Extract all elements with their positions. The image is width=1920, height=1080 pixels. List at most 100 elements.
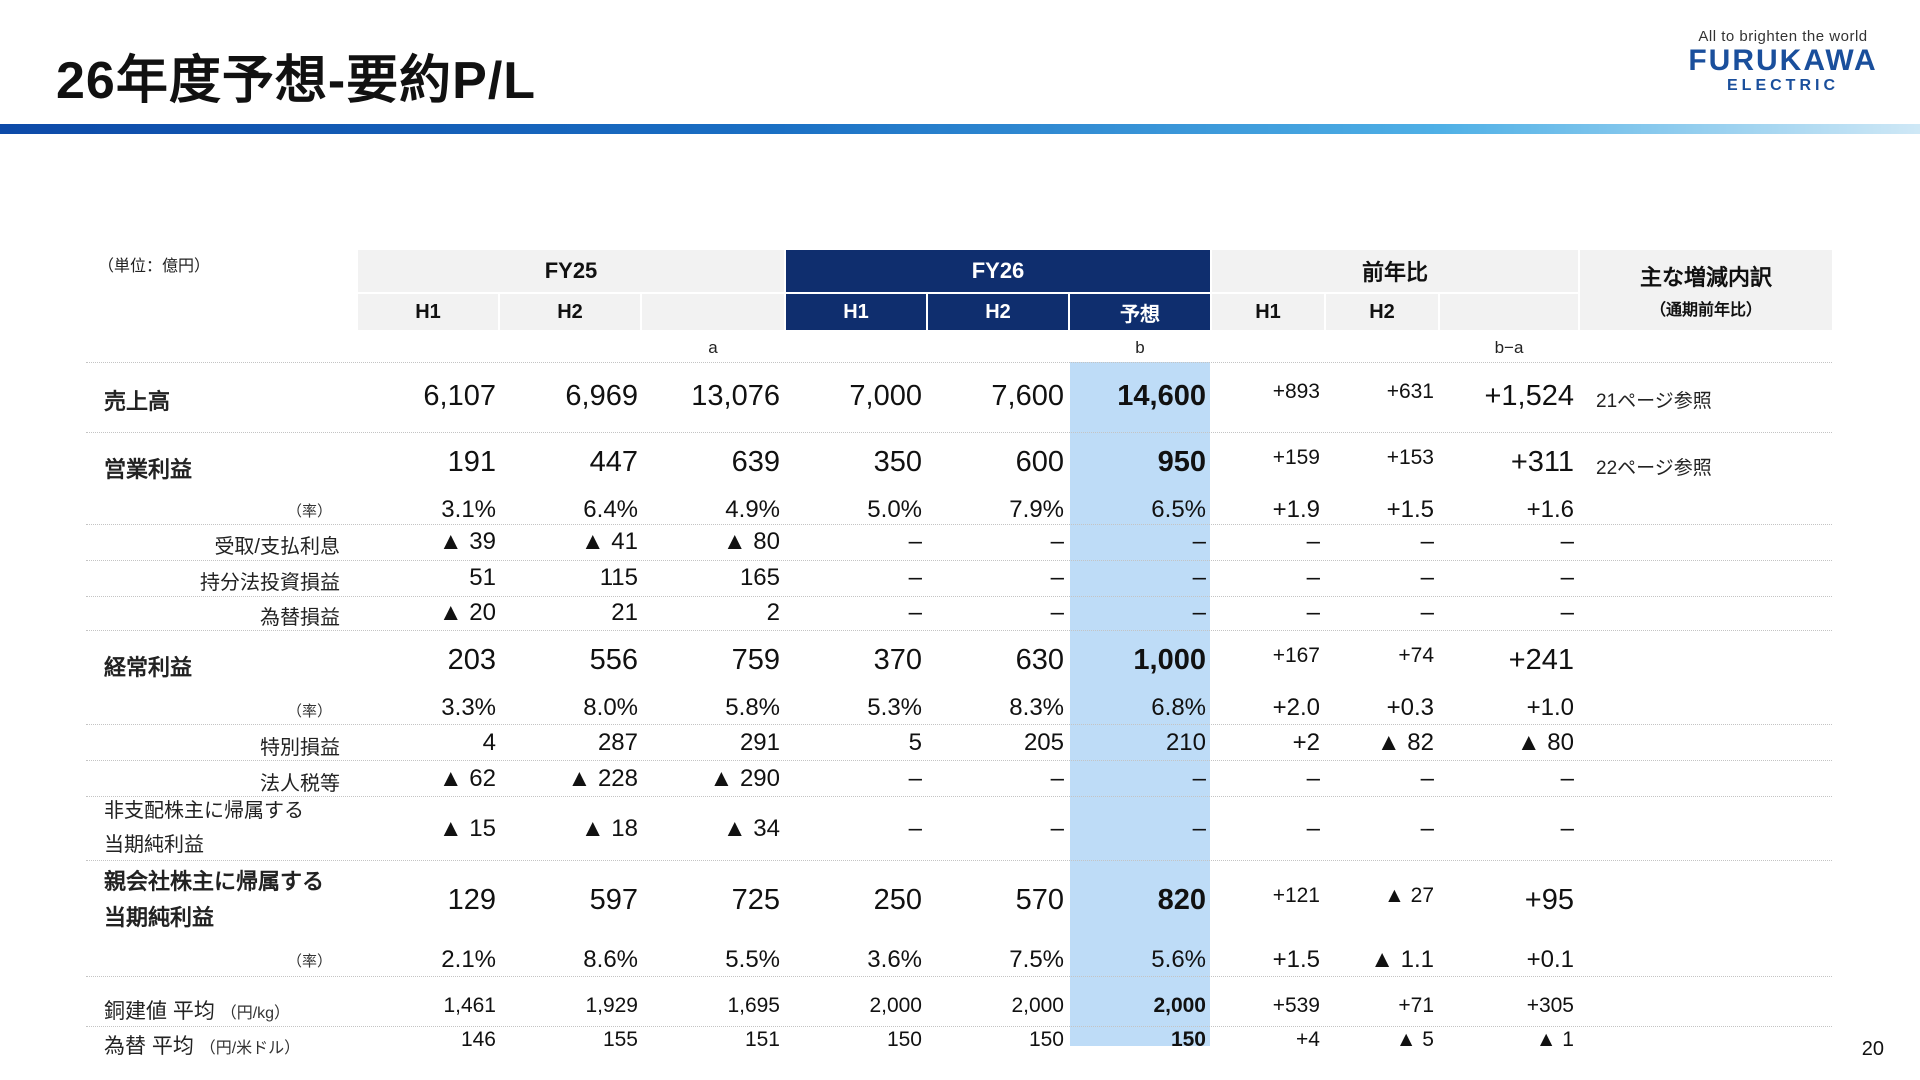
table-cell: 155 [602, 1028, 638, 1051]
row-divider [86, 976, 1832, 977]
row-label-copper-price: 銅建値 平均 （円/kg） [104, 995, 290, 1025]
table-cell: – [1192, 599, 1206, 626]
note-operating-income: 22ページ参照 [1596, 458, 1712, 479]
table-cell: 21 [611, 599, 638, 626]
row-label-operating-income: 営業利益 [104, 457, 193, 482]
table-cell: – [1050, 815, 1064, 842]
header-fy26-forecast: 予想 [1070, 294, 1210, 330]
header-fy25-h2: H2 [500, 294, 640, 330]
table-cell: 6.8% [1151, 694, 1206, 721]
table-cell: 191 [447, 446, 496, 478]
table-cell: 13,076 [691, 380, 780, 412]
table-cell: 3.1% [441, 496, 496, 523]
table-cell: 570 [1015, 884, 1064, 916]
table-cell: – [1420, 765, 1434, 792]
page-number: 20 [1861, 1038, 1884, 1060]
header-notes-title: 主な増減内訳 [1639, 265, 1772, 290]
table-cell: ▲ 62 [438, 765, 496, 792]
table-cell: 2,000 [1011, 994, 1064, 1017]
row-divider [86, 760, 1832, 761]
table-cell: +121 [1272, 884, 1320, 907]
row-divider [86, 796, 1832, 797]
table-cell: ▲ 1 [1535, 1028, 1574, 1051]
header-yoy-total [1440, 294, 1578, 330]
header-fy25-total [642, 294, 784, 330]
table-cell: – [1420, 815, 1434, 842]
table-cell: 350 [873, 446, 922, 478]
table-cell: – [1306, 765, 1320, 792]
table-cell: ▲ 290 [709, 765, 780, 792]
row-label-fx-gain-loss: 為替損益 [260, 607, 340, 629]
table-cell: 597 [589, 884, 638, 916]
table-cell: 1,929 [585, 994, 638, 1017]
table-cell: – [1192, 765, 1206, 792]
table-cell: +71 [1398, 994, 1434, 1017]
table-cell: ▲ 80 [1516, 729, 1574, 756]
note-net-sales: 21ページ参照 [1596, 391, 1712, 412]
row-label-taxes: 法人税等 [260, 773, 340, 795]
table-cell: 14,600 [1117, 380, 1206, 412]
table-cell: – [1420, 564, 1434, 591]
table-cell: – [1050, 528, 1064, 555]
logo-brand: FURUKAWA [1688, 44, 1878, 77]
page-title: 26年度予想-要約P/L [56, 52, 537, 110]
row-label-net-sales: 売上高 [104, 389, 171, 414]
row-divider [86, 432, 1832, 433]
table-cell: 287 [597, 729, 638, 756]
table-cell: 370 [873, 644, 922, 676]
row-label-extraordinary: 特別損益 [260, 737, 340, 759]
table-cell: 820 [1157, 884, 1206, 916]
table-cell: 150 [1170, 1028, 1206, 1051]
table-cell: +159 [1272, 446, 1320, 469]
table-cell: 759 [731, 644, 780, 676]
row-label-noncontrolling-line1: 非支配株主に帰属する [104, 800, 304, 822]
table-cell: – [1560, 815, 1574, 842]
table-cell: 4.9% [725, 496, 780, 523]
table-cell: – [908, 815, 922, 842]
row-label-copper-unit: （円/kg） [220, 1005, 291, 1022]
table-cell: +2.0 [1272, 694, 1320, 721]
row-label-rate: （率） [286, 703, 332, 720]
table-cell: 1,695 [727, 994, 780, 1017]
table-cell: – [1420, 599, 1434, 626]
table-cell: – [1050, 564, 1064, 591]
table-cell: 129 [447, 884, 496, 916]
table-cell: +241 [1508, 644, 1574, 676]
table-cell: 5 [908, 729, 922, 756]
table-cell: +1.5 [1272, 946, 1320, 973]
header-fy26: FY26 [786, 250, 1210, 292]
column-key-b-minus-a: b−a [1494, 338, 1524, 357]
table-cell: 8.6% [583, 946, 638, 973]
table-cell: +4 [1296, 1028, 1320, 1051]
table-cell: 203 [447, 644, 496, 676]
table-cell: – [1560, 599, 1574, 626]
column-key-b: b [1135, 338, 1145, 357]
table-cell: +153 [1386, 446, 1434, 469]
row-divider [86, 630, 1832, 631]
table-cell: 950 [1157, 446, 1206, 478]
row-label-net-income-line2: 当期純利益 [104, 905, 215, 930]
table-cell: – [1306, 528, 1320, 555]
table-cell: ▲ 228 [567, 765, 638, 792]
row-label-noncontrolling: 非支配株主に帰属する 当期純利益 [104, 794, 304, 862]
row-label-rate: （率） [286, 953, 332, 970]
table-cell: – [908, 528, 922, 555]
column-key-a: a [708, 338, 718, 357]
logo-sub: ELECTRIC [1727, 77, 1839, 94]
table-cell: – [908, 765, 922, 792]
header-notes: 主な増減内訳 （通期前年比） [1580, 250, 1832, 330]
table-cell: +2 [1292, 729, 1320, 756]
header-fy26-h2: H2 [928, 294, 1068, 330]
table-cell: 7,000 [849, 380, 922, 412]
header-notes-sub: （通期前年比） [1649, 302, 1762, 319]
table-cell: – [1050, 765, 1064, 792]
table-cell: 205 [1023, 729, 1064, 756]
table-cell: 2,000 [869, 994, 922, 1017]
table-cell: +893 [1272, 380, 1320, 403]
table-cell: 5.3% [867, 694, 922, 721]
table-cell: +1,524 [1484, 380, 1574, 412]
table-cell: – [1560, 564, 1574, 591]
table-cell: 6.4% [583, 496, 638, 523]
table-cell: ▲ 1.1 [1370, 946, 1434, 973]
table-cell: 3.6% [867, 946, 922, 973]
